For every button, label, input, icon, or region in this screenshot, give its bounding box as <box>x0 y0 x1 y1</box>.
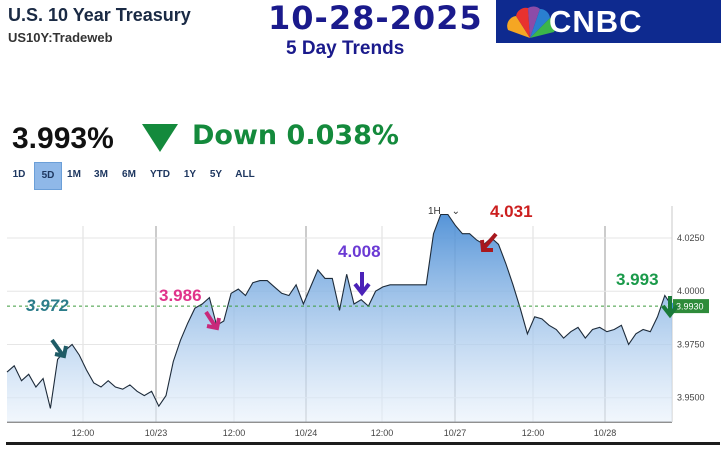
price-chart: 12:00 10/23 12:00 10/24 12:00 10/27 12:00 10/28… <box>6 206 709 438</box>
range-tab-1m[interactable]: 1M <box>67 169 81 180</box>
arrow-icon-5 <box>661 296 679 319</box>
range-tab-5d[interactable]: 5D <box>34 162 62 190</box>
logo-text: CNBC <box>549 4 643 39</box>
last-value-badge <box>673 299 709 314</box>
annotation-4008: 4.008 <box>338 242 381 261</box>
chevron-down-icon: ⌄ <box>451 206 460 217</box>
range-tab-ytd[interactable]: YTD <box>150 169 170 180</box>
current-price: 3.993% <box>12 122 114 155</box>
peacock-icon <box>507 6 556 38</box>
y-tick-label: 4.0250 <box>677 233 705 243</box>
range-tab-5y[interactable]: 5Y <box>209 169 223 180</box>
range-tab-all[interactable]: ALL <box>235 169 255 180</box>
bottom-divider <box>6 442 720 445</box>
y-tick-label: 3.9500 <box>677 393 705 403</box>
trend-subtitle: 5 Day Trends <box>286 38 405 59</box>
last-value-text: 3.9930 <box>676 302 704 312</box>
x-tick-label: 10/23 <box>145 428 168 438</box>
range-tab-1d[interactable]: 1D <box>12 169 26 180</box>
symbol-label: US10Y:Tradeweb <box>8 30 113 45</box>
x-tick-label: 12:00 <box>522 428 545 438</box>
area-fill <box>7 214 672 422</box>
down-triangle-icon <box>142 124 178 152</box>
annotation-4031: 4.031 <box>490 202 533 221</box>
x-tick-label: 12:00 <box>72 428 95 438</box>
cnbc-logo: CNBC <box>496 0 721 43</box>
x-tick-label: 10/28 <box>594 428 617 438</box>
arrow-icon-1 <box>50 338 68 359</box>
y-tick-label: 3.9750 <box>677 339 705 349</box>
range-tab-3m[interactable]: 3M <box>94 169 108 180</box>
date-heading: 10-28-2025 <box>268 0 483 37</box>
annotation-3993: 3.993 <box>616 270 659 289</box>
arrow-icon-3 <box>353 272 371 297</box>
x-tick-label: 12:00 <box>371 428 394 438</box>
x-tick-label: 12:00 <box>223 428 246 438</box>
range-tab-6m[interactable]: 6M <box>122 169 136 180</box>
chart-title: U.S. 10 Year Treasury <box>8 5 191 25</box>
x-tick-label: 10/27 <box>444 428 467 438</box>
annotation-3986: 3.986 <box>159 286 202 305</box>
interval-select[interactable]: 1H ⌄ <box>428 206 460 217</box>
range-tab-1y[interactable]: 1Y <box>183 169 197 180</box>
interval-label: 1H <box>428 206 441 217</box>
price-line <box>6 213 673 409</box>
y-tick-label: 4.0000 <box>677 286 705 296</box>
x-tick-label: 10/24 <box>295 428 318 438</box>
change-label: Down 0.038% <box>192 120 399 151</box>
arrow-icon-4 <box>480 232 498 252</box>
arrow-icon-2 <box>204 310 221 331</box>
annotation-3972: 3.972 <box>26 296 69 315</box>
